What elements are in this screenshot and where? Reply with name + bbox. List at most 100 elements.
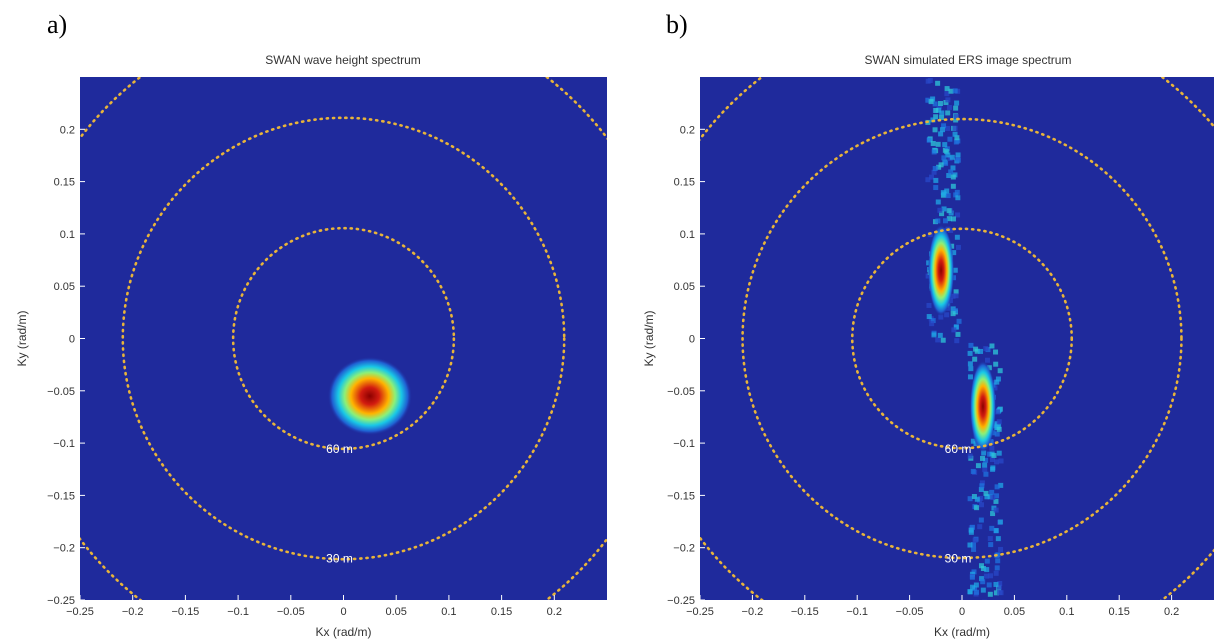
noise-pixel <box>974 496 980 502</box>
noise-pixel <box>996 419 1002 425</box>
x-tick-label: 0.1 <box>1059 606 1074 618</box>
noise-pixel <box>975 463 981 469</box>
noise-pixel <box>946 208 952 214</box>
noise-pixel <box>953 117 959 123</box>
noise-pixel <box>969 574 975 580</box>
x-tick-label: 0.2 <box>1164 606 1179 618</box>
noise-pixel <box>955 331 961 337</box>
noise-pixel <box>995 376 1001 382</box>
noise-pixel <box>994 565 1000 571</box>
noise-pixel <box>941 155 947 161</box>
noise-pixel <box>945 125 951 131</box>
plot-area <box>80 77 607 600</box>
noise-pixel <box>994 484 1000 490</box>
noise-pixel <box>931 149 937 155</box>
y-tick-label: 0.05 <box>54 281 75 293</box>
noise-pixel <box>946 173 952 179</box>
y-tick-label: 0 <box>69 334 75 346</box>
noise-pixel <box>967 374 973 380</box>
noise-pixel <box>980 587 986 593</box>
noise-pixel <box>944 188 950 194</box>
x-tick-label: 0 <box>959 606 965 618</box>
spectral-peak <box>969 360 997 453</box>
noise-pixel <box>946 104 952 110</box>
noise-pixel <box>944 146 950 152</box>
noise-pixel <box>930 140 936 146</box>
noise-pixel <box>950 311 956 317</box>
noise-pixel <box>950 174 956 180</box>
noise-pixel <box>972 356 978 362</box>
x-tick-label: 0.05 <box>385 606 406 618</box>
noise-pixel <box>929 321 935 327</box>
noise-pixel <box>989 489 995 495</box>
x-tick-label: −0.2 <box>122 606 144 618</box>
x-tick-label: 0.1 <box>441 606 456 618</box>
noise-pixel <box>925 78 931 84</box>
noise-pixel <box>925 177 931 183</box>
noise-pixel <box>950 165 956 171</box>
noise-pixel <box>926 302 932 308</box>
noise-pixel <box>998 458 1004 464</box>
x-tick-label: −0.05 <box>896 606 924 618</box>
noise-pixel <box>953 324 959 330</box>
noise-pixel <box>951 250 957 256</box>
noise-pixel <box>948 227 954 233</box>
noise-pixel <box>948 88 954 94</box>
noise-pixel <box>926 314 932 320</box>
noise-pixel <box>925 97 931 103</box>
y-tick-label: −0.15 <box>47 490 75 502</box>
noise-pixel <box>995 558 1001 564</box>
y-tick-label: 0.2 <box>680 124 695 136</box>
noise-pixel <box>967 542 973 548</box>
x-tick-label: 0.2 <box>547 606 562 618</box>
noise-pixel <box>941 123 947 129</box>
x-tick-label: 0.05 <box>1004 606 1025 618</box>
noise-pixel <box>954 338 960 344</box>
wavelength-circle <box>850 227 1074 450</box>
y-tick-label: 0.1 <box>680 229 695 241</box>
noise-pixel <box>998 482 1004 488</box>
panel-label: a) <box>47 10 67 39</box>
noise-pixel <box>955 212 961 218</box>
noise-pixel <box>994 379 1000 385</box>
x-tick-label: −0.25 <box>66 606 94 618</box>
noise-pixel <box>986 582 992 588</box>
x-axis-label: Kx (rad/m) <box>315 625 371 639</box>
noise-pixel <box>944 312 950 318</box>
noise-pixel <box>967 589 973 595</box>
noise-pixel <box>955 157 961 163</box>
noise-pixel <box>970 542 976 548</box>
noise-pixel <box>954 100 960 106</box>
noise-pixel <box>950 293 956 299</box>
noise-pixel <box>943 218 949 224</box>
noise-pixel <box>945 97 951 103</box>
noise-pixel <box>968 366 974 372</box>
wavelength-label: 60 m <box>326 442 353 456</box>
noise-pixel <box>951 327 957 333</box>
noise-pixel <box>972 537 978 543</box>
noise-pixel <box>993 349 999 355</box>
noise-pixel <box>990 466 996 472</box>
noise-pixel <box>952 125 958 131</box>
noise-pixel <box>998 546 1004 552</box>
x-tick-label: −0.1 <box>846 606 868 618</box>
y-tick-label: −0.05 <box>667 386 695 398</box>
noise-pixel <box>980 566 986 572</box>
noise-pixel <box>984 357 990 363</box>
noise-pixel <box>938 131 944 137</box>
noise-pixel <box>952 308 958 314</box>
panel-a: a) SWAN wave height spectrum 60 m 30 m 0.2 0.… <box>15 10 607 639</box>
noise-pixel <box>968 529 974 535</box>
noise-pixel <box>988 573 994 579</box>
noise-pixel <box>993 528 999 534</box>
noise-pixel <box>971 494 977 500</box>
y-tick-label: −0.1 <box>53 438 75 450</box>
noise-pixel <box>967 350 973 356</box>
noise-pixel <box>953 114 959 120</box>
noise-pixel <box>932 127 938 133</box>
wavelength-label: 30 m <box>326 552 353 566</box>
noise-pixel <box>935 218 941 224</box>
noise-pixel <box>978 487 984 493</box>
y-axis-label: Ky (rad/m) <box>642 310 656 366</box>
